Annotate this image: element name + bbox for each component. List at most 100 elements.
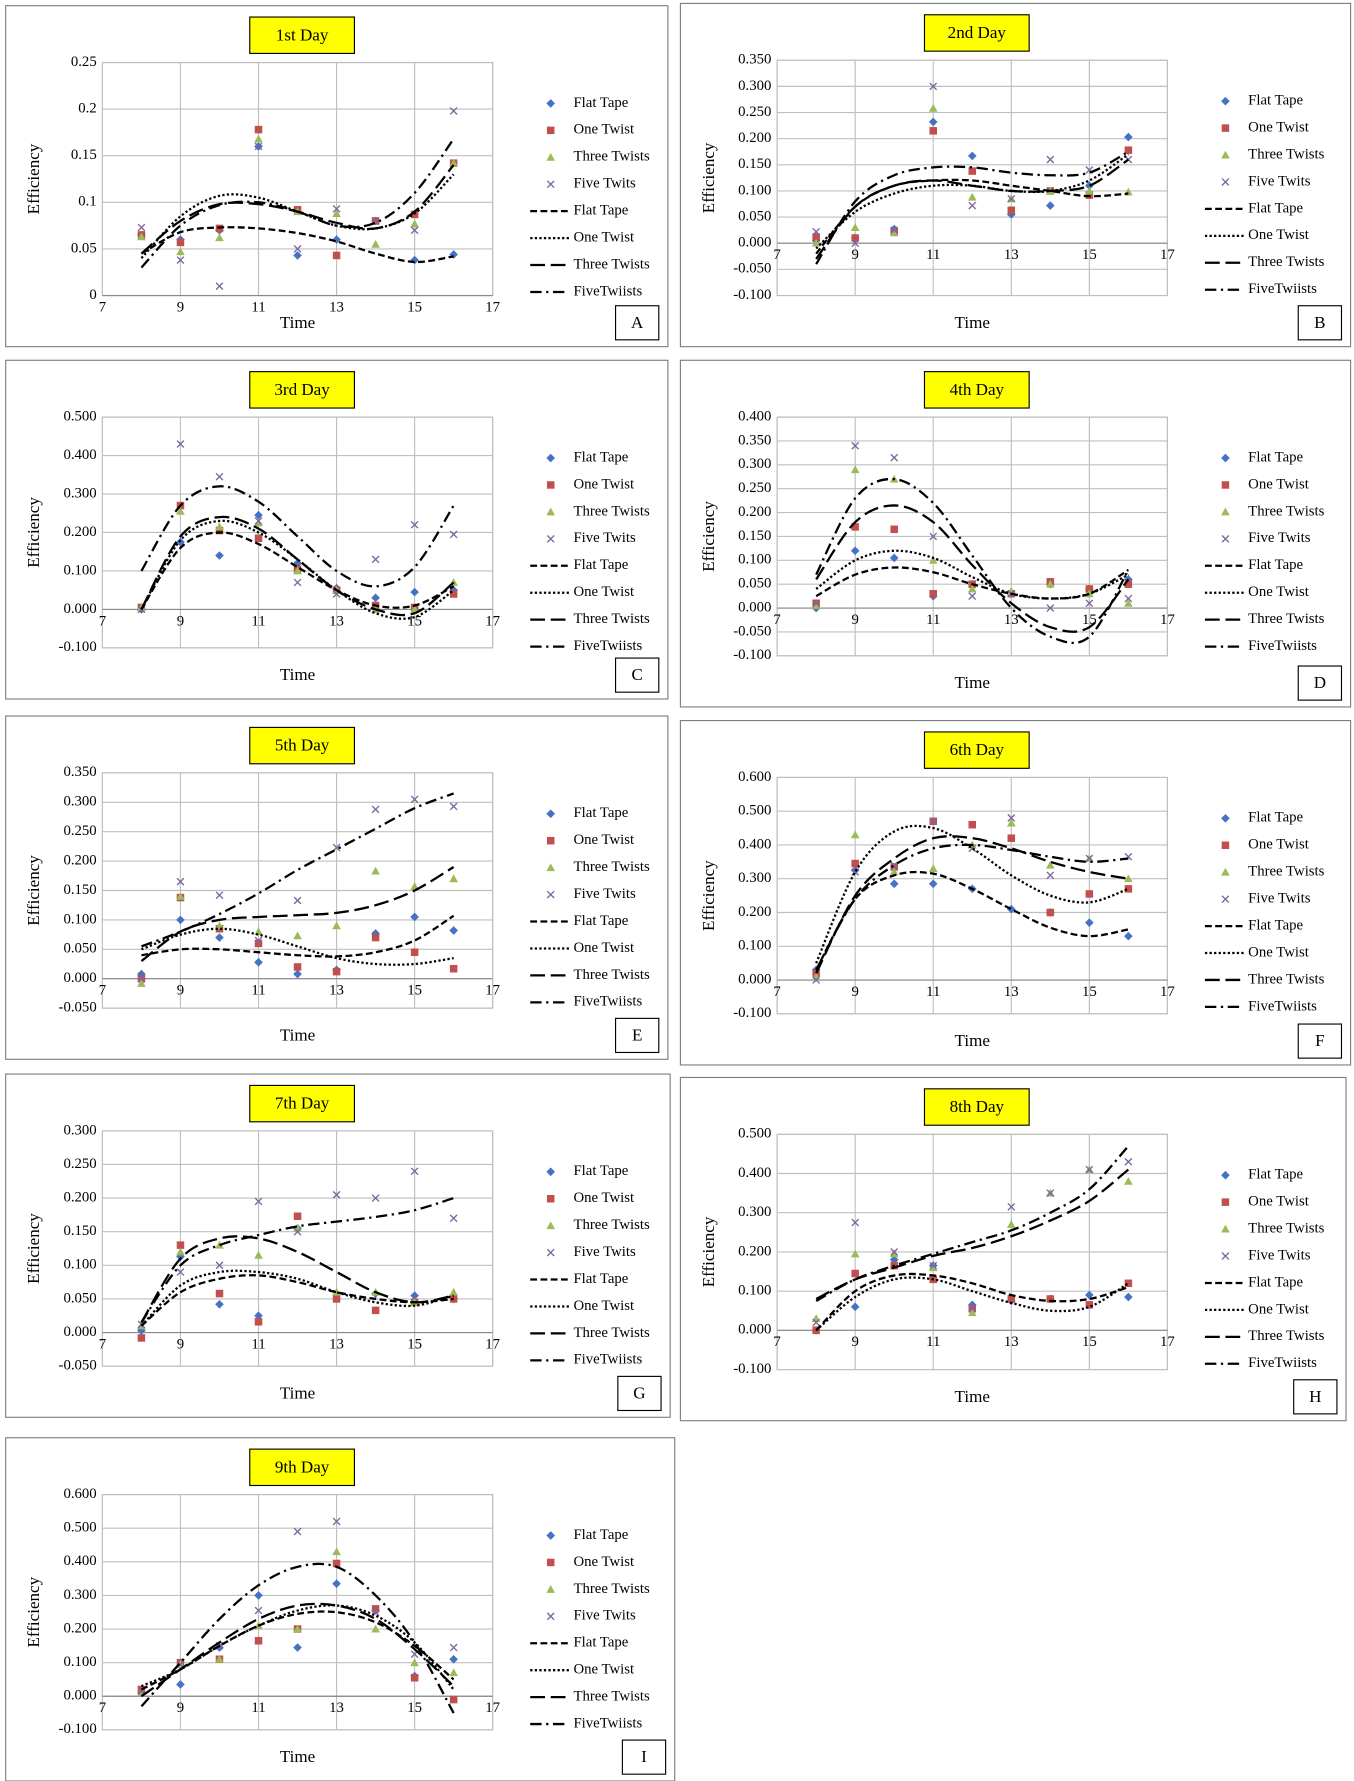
marker-x bbox=[371, 555, 380, 564]
y-tick-label: 0.300 bbox=[63, 1587, 96, 1603]
marker-x bbox=[371, 805, 380, 814]
legend-label: FiveTwiists bbox=[573, 638, 642, 654]
trend-line bbox=[140, 1562, 455, 1714]
y-axis-label: Efficiency bbox=[24, 1576, 43, 1647]
legend-label: One Twist bbox=[573, 1190, 635, 1206]
y-tick-label: 0.200 bbox=[738, 1243, 771, 1259]
marker-triangle bbox=[1045, 579, 1055, 588]
x-tick-label: 7 bbox=[99, 613, 106, 629]
trend-line bbox=[140, 1197, 454, 1324]
chart-title: 6th Day bbox=[950, 740, 1005, 759]
legend-marker bbox=[1221, 1170, 1230, 1180]
panel-letter-box bbox=[1297, 1023, 1343, 1059]
marker-triangle bbox=[1124, 598, 1133, 607]
y-tick-label: 0.15 bbox=[71, 147, 97, 163]
marker-x bbox=[410, 795, 419, 804]
marker-triangle bbox=[293, 566, 302, 575]
y-tick-label: 0.000 bbox=[738, 1322, 771, 1338]
y-tick-label: -0.100 bbox=[59, 639, 97, 655]
y-tick-label: 0.1 bbox=[78, 194, 96, 210]
legend-marker bbox=[546, 1612, 555, 1621]
marker-x bbox=[293, 245, 302, 253]
y-tick-label: 0.100 bbox=[63, 1257, 96, 1273]
x-tick-label: 11 bbox=[251, 983, 265, 999]
marker-diamond bbox=[137, 969, 146, 979]
x-tick-label: 7 bbox=[773, 247, 780, 263]
legend-marker bbox=[1221, 178, 1230, 186]
y-tick-label: 0.300 bbox=[738, 78, 771, 94]
legend-marker bbox=[546, 1194, 555, 1203]
marker-square bbox=[851, 1269, 859, 1278]
marker-triangle bbox=[371, 866, 380, 875]
legend-marker bbox=[1221, 1252, 1230, 1260]
marker-square bbox=[137, 1334, 146, 1342]
legend-label: Five Twits bbox=[573, 530, 636, 546]
y-tick-label: -0.050 bbox=[59, 1358, 97, 1374]
marker-square bbox=[176, 238, 185, 247]
y-tick-label: 0.250 bbox=[738, 104, 771, 120]
x-tick-label: 17 bbox=[485, 299, 500, 315]
y-tick-label: 0.500 bbox=[738, 803, 771, 819]
legend-label: Flat Tape bbox=[573, 95, 628, 111]
y-tick-label: 0.200 bbox=[63, 1189, 96, 1205]
marker-x bbox=[176, 1268, 185, 1276]
x-tick-label: 13 bbox=[329, 1700, 344, 1716]
legend-marker bbox=[1221, 507, 1230, 516]
legend-marker bbox=[546, 863, 556, 872]
legend-label: FiveTwiists bbox=[1248, 1355, 1317, 1371]
legend-label: FiveTwiists bbox=[1248, 638, 1317, 654]
marker-diamond bbox=[176, 915, 185, 925]
trend-line bbox=[815, 835, 1129, 974]
marker-square bbox=[410, 948, 419, 957]
marker-diamond bbox=[449, 250, 458, 259]
y-tick-label: 0.050 bbox=[738, 208, 771, 224]
x-tick-label: 7 bbox=[99, 1700, 106, 1716]
y-tick-label: 0.600 bbox=[63, 1486, 96, 1502]
panel-letter-box bbox=[614, 657, 660, 693]
x-tick-label: 15 bbox=[407, 299, 422, 315]
legend-marker bbox=[1221, 481, 1230, 489]
legend-label: FiveTwiists bbox=[573, 1715, 642, 1731]
y-tick-label: 0.350 bbox=[738, 52, 771, 68]
legend-marker bbox=[546, 180, 555, 189]
x-tick-label: 7 bbox=[99, 1336, 106, 1352]
marker-triangle bbox=[254, 518, 263, 527]
legend-label: Three Twists bbox=[1248, 146, 1324, 162]
marker-x bbox=[332, 1190, 341, 1199]
legend-label: One Twist bbox=[1248, 837, 1310, 853]
marker-triangle bbox=[332, 209, 341, 217]
marker-square bbox=[1085, 585, 1094, 593]
legend-label: Flat Tape bbox=[1248, 1167, 1303, 1183]
x-tick-label: 11 bbox=[251, 613, 265, 629]
marker-square bbox=[215, 526, 224, 535]
x-tick-label: 11 bbox=[926, 1334, 940, 1350]
legend-label: One Twist bbox=[1248, 1301, 1310, 1317]
y-tick-label: 0.150 bbox=[63, 882, 96, 898]
y-tick-label: 0.000 bbox=[738, 599, 771, 615]
y-axis-label: Efficiency bbox=[24, 1213, 43, 1284]
marker-triangle bbox=[332, 921, 341, 930]
y-tick-label: 0.250 bbox=[63, 823, 96, 839]
marker-square bbox=[1124, 580, 1133, 588]
y-axis-label: Efficiency bbox=[24, 855, 43, 926]
x-tick-label: 11 bbox=[251, 1336, 265, 1352]
marker-triangle bbox=[449, 158, 458, 167]
plot-area bbox=[101, 1130, 494, 1367]
marker-diamond bbox=[371, 593, 380, 603]
x-tick-label: 9 bbox=[177, 983, 184, 999]
marker-x bbox=[293, 1527, 302, 1536]
marker-x bbox=[332, 1517, 341, 1526]
x-tick-label: 17 bbox=[1160, 612, 1175, 628]
y-tick-label: 0.05 bbox=[71, 240, 97, 256]
legend-label: FiveTwiists bbox=[573, 283, 642, 299]
x-tick-label: 11 bbox=[251, 1700, 265, 1716]
x-tick-label: 11 bbox=[926, 247, 940, 263]
marker-square bbox=[371, 1306, 380, 1315]
x-tick-label: 15 bbox=[1082, 984, 1097, 1000]
trend-line bbox=[815, 843, 1129, 971]
marker-diamond bbox=[1124, 1292, 1133, 1302]
y-tick-label: 0.300 bbox=[738, 456, 771, 472]
marker-triangle bbox=[410, 605, 419, 613]
legend-label: Three Twists bbox=[1248, 971, 1324, 987]
